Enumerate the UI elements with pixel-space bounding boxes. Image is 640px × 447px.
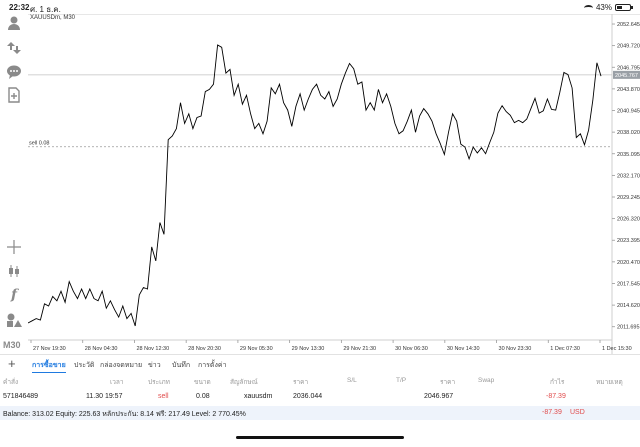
tab-mailbox[interactable]: กล่องจดหมาย [100, 362, 143, 369]
account-summary-text: Balance: 313.02 Equity: 225.63 หลักประกั… [3, 411, 246, 418]
total-profit: -87.39 [542, 409, 562, 416]
battery-icon [615, 4, 633, 11]
time-axis-tick-label: 29 Nov 13:30 [292, 346, 325, 352]
indicators-icon[interactable]: f [10, 287, 18, 303]
price-axis-tick-label: 2035.095 [617, 152, 640, 158]
header-swap: Swap [478, 377, 495, 384]
cell-order: 571846489 [3, 393, 39, 400]
price-axis-tick-label: 2014.620 [617, 303, 640, 309]
header-profit: กำไร [550, 379, 565, 386]
battery-fill [617, 6, 623, 9]
header-sl: S/L [347, 377, 357, 384]
status-time: 22:32 [9, 3, 30, 12]
home-indicator [236, 436, 404, 439]
header-symbol: สัญลักษณ์ [230, 379, 258, 386]
status-bar: 22:32 ศ. 1 ธ.ค. 43% [0, 0, 640, 14]
current-price-marker: 2045.767 [613, 70, 640, 79]
objects-icon[interactable] [5, 311, 23, 329]
user-icon[interactable] [5, 14, 23, 32]
price-axis-tick-label: 2052.645 [617, 22, 640, 28]
time-axis-tick-label: 28 Nov 12:30 [136, 346, 169, 352]
cell-volume: 0.08 [196, 393, 210, 400]
price-axis-tick-label: 2017.545 [617, 281, 640, 287]
tab-trade[interactable]: การซื้อขาย [32, 360, 66, 373]
header-type: ประเภท [148, 379, 170, 386]
horizontal-lines: sell 0.08 [28, 74, 612, 148]
time-axis-tick-label: 30 Nov 14:30 [447, 346, 480, 352]
header-open-price: ราคา [293, 379, 309, 386]
account-summary-bar: Balance: 313.02 Equity: 225.63 หลักประกั… [0, 406, 640, 420]
sell-order-line-label: sell 0.08 [29, 141, 50, 147]
tab-history[interactable]: ประวัติ [74, 362, 95, 369]
table-row[interactable]: 571846489 11.30 19:57 sell 0.08 xauusdm … [0, 390, 640, 404]
header-current-price: ราคา [440, 379, 456, 386]
account-currency: USD [570, 409, 585, 416]
price-chart[interactable]: 2052.645 2049.720 2046.795 2043.870 2040.945… [28, 14, 640, 354]
tab-journal[interactable]: บันทึก [172, 362, 191, 369]
header-tp: T/P [396, 377, 407, 384]
price-axis-tick-label: 2040.945 [617, 109, 640, 115]
header-volume: ขนาด [194, 379, 211, 386]
battery-percent: 43% [595, 3, 612, 12]
price-axis-tick-label: 2032.170 [617, 173, 640, 179]
chat-icon[interactable] [5, 63, 23, 81]
time-axis-tick-label: 1 Dec 15:30 [602, 346, 632, 352]
price-axis-tick-label: 2023.395 [617, 238, 640, 244]
header-comment: หมายเหตุ [596, 379, 623, 386]
chart-canvas[interactable]: 2052.645 2049.720 2046.795 2043.870 2040.945… [28, 14, 640, 354]
status-right: 43% [583, 3, 633, 12]
time-axis-tick-label: 30 Nov 23:30 [499, 346, 532, 352]
crosshair-icon[interactable] [5, 238, 23, 256]
time-axis-tick-label: 28 Nov 04:30 [85, 346, 118, 352]
price-axis-tick-label: 2026.320 [617, 217, 640, 223]
price-axis-tick-label: 2049.720 [617, 44, 640, 50]
cell-profit: -87.39 [546, 393, 566, 400]
price-axis: 2052.645 2049.720 2046.795 2043.870 2040.945… [612, 22, 640, 331]
cell-open-price: 2036.044 [293, 393, 323, 400]
status-date: ศ. 1 ธ.ค. [30, 5, 61, 14]
time-axis-tick-label: 28 Nov 20:30 [188, 346, 221, 352]
time-axis-tick-label: 30 Nov 06:30 [395, 346, 428, 352]
tab-news[interactable]: ข่าว [148, 362, 161, 369]
price-axis-tick-label: 2020.470 [617, 260, 640, 266]
candlesticks-icon[interactable] [5, 262, 23, 280]
wifi-icon [583, 4, 593, 11]
time-axis-tick-label: 1 Dec 07:30 [550, 346, 580, 352]
buy-sell-icon[interactable] [5, 39, 23, 57]
time-axis: 27 Nov 19:30 28 Nov 04:30 28 Nov 12:30 28 N… [30, 340, 632, 352]
left-toolbar: f M30 [0, 14, 28, 354]
tab-settings[interactable]: การตั้งค่า [198, 362, 227, 369]
time-axis-tick-label: 29 Nov 21:30 [343, 346, 376, 352]
price-axis-tick-label: 2038.020 [617, 130, 640, 136]
price-axis-tick-label: 2029.245 [617, 195, 640, 201]
chart-symbol-label: XAUUSDm, M30 [30, 15, 76, 21]
price-axis-tick-label: 2046.795 [617, 65, 640, 71]
new-order-plus-icon[interactable]: + [8, 356, 16, 371]
time-axis-tick-label: 29 Nov 05:30 [240, 346, 273, 352]
header-order: คำสั่ง [3, 379, 19, 386]
header-time: เวลา [110, 379, 124, 386]
positions-table-header: คำสั่ง เวลา ประเภท ขนาด สัญลักษณ์ ราคา S… [0, 375, 640, 387]
time-axis-tick-label: 27 Nov 19:30 [33, 346, 66, 352]
trade-tabs-bar: + การซื้อขาย ประวัติ กล่องจดหมาย ข่าว บั… [0, 354, 640, 373]
cell-symbol: xauusdm [244, 393, 273, 400]
cell-current-price: 2046.967 [424, 393, 454, 400]
price-series-line [28, 44, 602, 327]
price-axis-tick-label: 2011.695 [617, 325, 640, 331]
timeframe-button[interactable]: M30 [3, 340, 21, 350]
cell-type: sell [158, 393, 169, 400]
cell-time: 11.30 19:57 [86, 393, 123, 400]
add-file-icon[interactable] [5, 86, 23, 104]
current-price-badge-label: 2045.767 [615, 73, 638, 79]
price-axis-tick-label: 2043.870 [617, 87, 640, 93]
current-price-badge [613, 70, 640, 79]
